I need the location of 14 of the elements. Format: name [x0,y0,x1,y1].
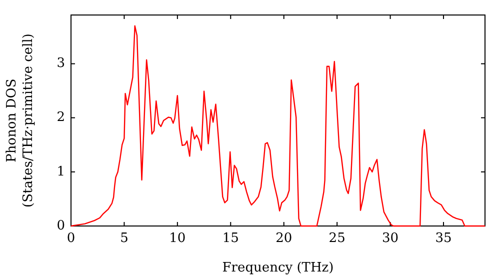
x-tick-label: 25 [328,231,346,246]
x-tick-label: 20 [276,231,292,246]
y-axis-title: Phonon DOS (States/THz·primitive cell) [4,33,36,208]
y-tick-label: 2 [56,110,65,126]
y-tick-label: 0 [56,218,65,234]
x-axis-title: Frequency (THz) [222,260,334,276]
x-tick-label: 15 [222,231,239,246]
x-tick-label: 0 [66,231,76,246]
x-tick-label: 35 [435,231,452,246]
x-tick-label: 30 [382,231,399,246]
x-tick-label: 10 [169,231,186,246]
y-tick-label: 1 [56,164,65,180]
y-tick-label: 3 [56,56,65,72]
x-tick-label: 5 [120,231,128,246]
